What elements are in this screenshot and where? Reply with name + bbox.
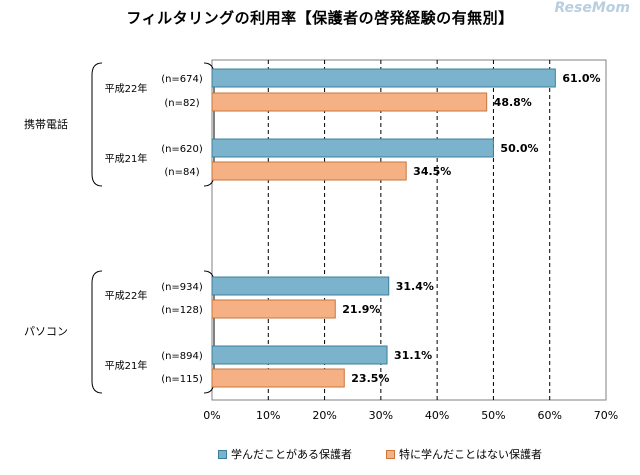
chart-title: フィルタリングの利用率【保護者の啓発経験の有無別】 bbox=[126, 9, 514, 27]
year-label: 平成22年 bbox=[105, 82, 148, 95]
legend-label-series2: 特に学んだことはない保護者 bbox=[399, 448, 542, 461]
n-label: (n=84) bbox=[164, 167, 199, 178]
right-bracket bbox=[203, 62, 215, 187]
x-tick-label: 10% bbox=[256, 409, 280, 422]
x-tick-label: 70% bbox=[594, 409, 618, 422]
legend-swatch-series2 bbox=[386, 449, 395, 459]
data-label: 50.0% bbox=[500, 142, 538, 155]
data-label: 21.9% bbox=[342, 303, 380, 316]
n-label: (n=128) bbox=[161, 305, 203, 316]
n-label: (n=620) bbox=[161, 144, 203, 155]
group-label: 携帯電話 bbox=[24, 117, 68, 131]
year-label: 平成21年 bbox=[105, 359, 148, 372]
plot-area bbox=[211, 59, 607, 401]
bar bbox=[211, 276, 390, 296]
x-tick-label: 40% bbox=[425, 409, 449, 422]
resemom-logo: ReseMom bbox=[554, 0, 630, 16]
n-label: (n=894) bbox=[161, 351, 203, 362]
bar bbox=[211, 138, 494, 158]
legend-swatch-series1 bbox=[218, 449, 227, 459]
x-tick-label: 30% bbox=[369, 409, 393, 422]
left-bracket bbox=[91, 62, 103, 187]
legend-label-series1: 学んだことがある保護者 bbox=[231, 448, 352, 461]
group-label: パソコン bbox=[24, 325, 68, 338]
bar bbox=[211, 368, 345, 388]
legend: 学んだことがある保護者 特に学んだことはない保護者 bbox=[0, 446, 640, 466]
data-label: 31.1% bbox=[394, 349, 432, 362]
n-label: (n=934) bbox=[161, 282, 203, 293]
data-label: 23.5% bbox=[351, 372, 389, 385]
n-label: (n=674) bbox=[161, 74, 203, 85]
x-tick-label: 0% bbox=[203, 409, 220, 422]
data-label: 48.8% bbox=[494, 96, 532, 109]
data-label: 31.4% bbox=[396, 280, 434, 293]
x-tick-label: 20% bbox=[312, 409, 336, 422]
right-bracket bbox=[203, 270, 215, 394]
left-bracket bbox=[91, 270, 103, 394]
bar bbox=[211, 68, 556, 88]
bar bbox=[211, 299, 336, 319]
n-label: (n=82) bbox=[164, 98, 199, 109]
x-tick-label: 60% bbox=[537, 409, 561, 422]
bar bbox=[211, 161, 407, 181]
bar bbox=[211, 345, 388, 365]
legend-item-series2: 特に学んだことはない保護者 bbox=[386, 446, 542, 462]
legend-item-series1: 学んだことがある保護者 bbox=[218, 446, 352, 462]
data-label: 61.0% bbox=[562, 72, 600, 85]
n-label: (n=115) bbox=[161, 374, 203, 385]
bar bbox=[211, 92, 488, 112]
data-label: 34.5% bbox=[413, 165, 451, 178]
year-label: 平成21年 bbox=[105, 152, 148, 165]
year-label: 平成22年 bbox=[105, 289, 148, 302]
x-tick-label: 50% bbox=[481, 409, 505, 422]
